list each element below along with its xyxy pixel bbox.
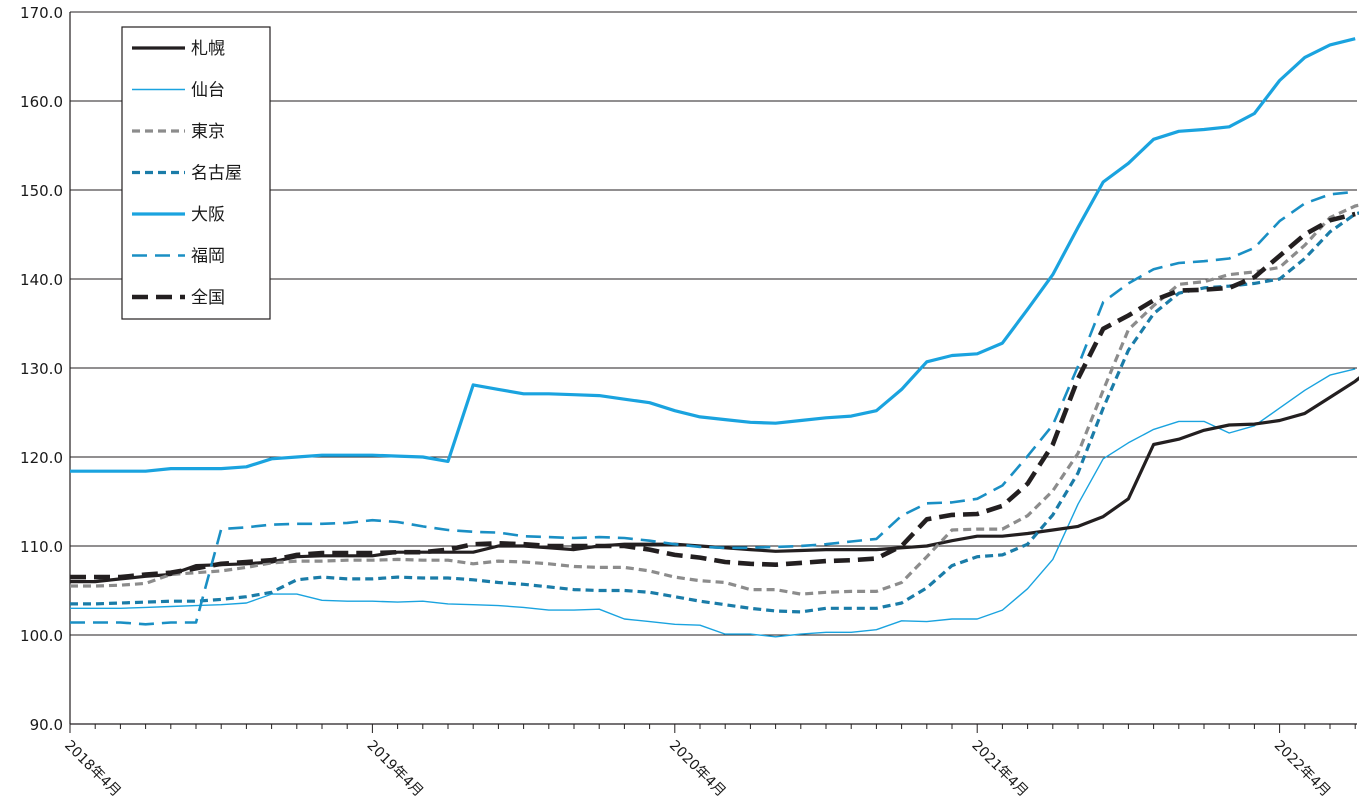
y-tick-label: 90.0 [30,716,63,734]
y-tick-label: 100.0 [20,627,63,645]
y-tick-label: 110.0 [20,538,63,556]
series-line-6 [70,211,1356,580]
y-tick-label: 140.0 [20,271,63,289]
x-tick-label: 2019年4月 [364,738,427,801]
legend-label: 仙台 [191,81,225,101]
legend-label: 大阪 [191,205,225,225]
legend-label: 東京 [191,122,225,142]
y-tick-label: 150.0 [20,182,63,200]
x-tick-label: 2018年4月 [61,738,124,801]
x-tick-label: 2020年4月 [666,738,729,801]
y-tick-label: 130.0 [20,360,63,378]
series-line-4 [70,37,1356,473]
legend-label: 福岡 [191,247,225,267]
y-axis-ticks: 90.0 100.0 110.0 120.0 130.0 140.0 150.0 160.0 1… [20,4,63,734]
x-tick-label: 2021年4月 [968,738,1031,801]
x-axis-ticks: 2018年4月 2019年4月 2020年4月 2021年4月 2022年4月 [61,738,1333,801]
x-tick-label: 2022年4月 [1271,738,1334,801]
y-tick-label: 160.0 [20,93,63,111]
y-tick-label: 170.0 [20,4,63,22]
legend-label: 全国 [191,288,225,308]
series-line-1 [70,368,1356,638]
y-tick-label: 120.0 [20,449,63,467]
series-line-5 [70,190,1356,626]
legend-label: 札幌 [191,39,225,59]
series-layer [70,37,1359,638]
legend-label: 名古屋 [191,164,242,184]
